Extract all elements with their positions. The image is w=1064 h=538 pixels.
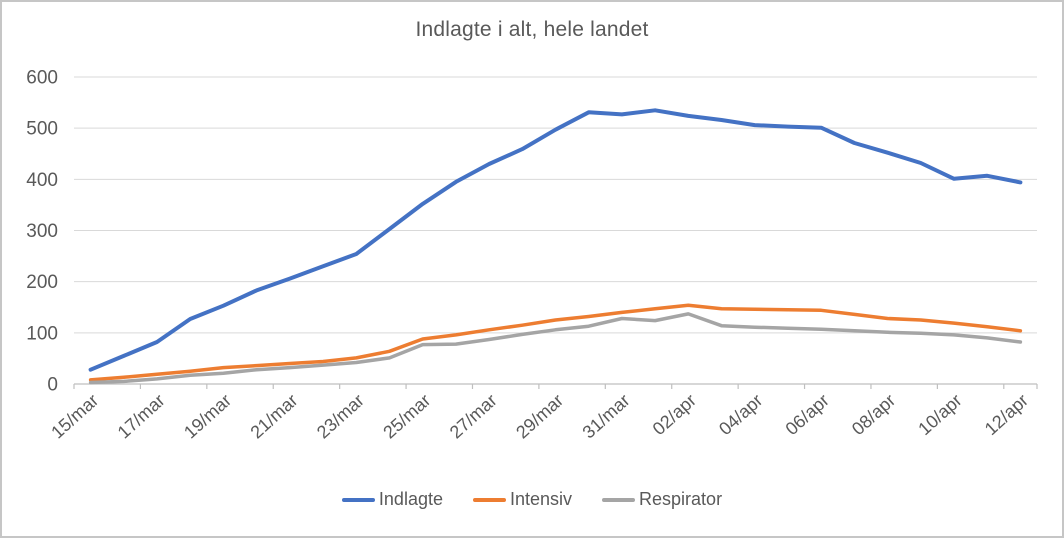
x-axis-tick-label: 25/mar bbox=[379, 390, 434, 442]
x-axis-tick-label: 23/mar bbox=[313, 390, 368, 442]
legend-swatch-indlagte bbox=[341, 497, 375, 502]
x-axis-tick-label: 27/mar bbox=[446, 390, 501, 442]
y-axis-tick-label: 400 bbox=[26, 170, 58, 191]
legend-item-intensiv: Intensiv bbox=[472, 489, 573, 510]
chart-title: Indlagte i alt, hele landet bbox=[415, 18, 649, 41]
legend-swatch-intensiv bbox=[472, 497, 506, 502]
y-axis-tick-label: 200 bbox=[26, 272, 58, 293]
chart-legend: Indlagte Intensiv Respirator bbox=[2, 489, 1062, 510]
legend-label: Indlagte bbox=[378, 489, 443, 509]
x-axis-tick-label: 19/mar bbox=[180, 390, 235, 442]
legend-label: Respirator bbox=[639, 489, 723, 509]
x-axis-tick-label: 04/apr bbox=[715, 390, 766, 439]
series-line-indlagte bbox=[88, 108, 1023, 372]
legend-item-respirator: Respirator bbox=[602, 489, 722, 510]
x-axis-tick-label: 15/mar bbox=[47, 390, 102, 442]
y-axis-tick-label: 500 bbox=[26, 119, 58, 140]
x-axis-tick-label: 06/apr bbox=[782, 390, 833, 439]
y-axis-tick-label: 100 bbox=[26, 323, 58, 344]
x-axis-tick-label: 12/apr bbox=[981, 390, 1032, 439]
x-axis-tick-label: 31/mar bbox=[579, 390, 634, 442]
legend-label: Intensiv bbox=[509, 489, 573, 509]
x-axis-tick-label: 21/mar bbox=[246, 390, 301, 442]
legend-item-indlagte: Indlagte bbox=[341, 489, 443, 510]
y-axis-tick-label: 300 bbox=[26, 221, 58, 242]
x-axis-tick-label: 29/mar bbox=[512, 390, 567, 442]
y-axis-tick-label: 600 bbox=[26, 68, 58, 89]
x-axis-tick-label: 17/mar bbox=[114, 390, 169, 442]
legend-swatch-respirator bbox=[602, 497, 636, 502]
x-axis-tick-label: 02/apr bbox=[649, 390, 700, 439]
series-line-intensiv bbox=[88, 303, 1023, 382]
series-line-respirator bbox=[88, 312, 1023, 385]
x-axis-tick-label: 10/apr bbox=[914, 390, 965, 439]
y-axis-tick-label: 0 bbox=[47, 375, 58, 396]
x-axis-tick-label: 08/apr bbox=[848, 390, 899, 439]
